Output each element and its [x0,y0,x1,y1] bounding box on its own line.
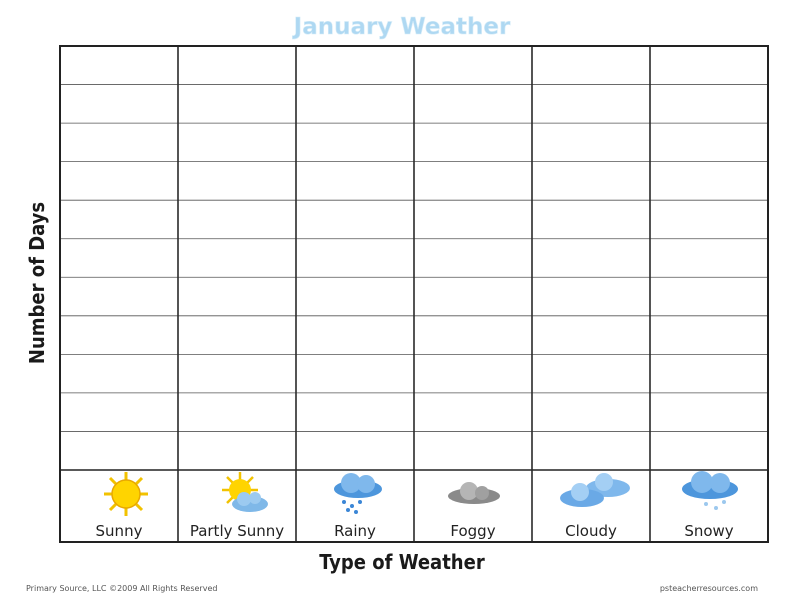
column-label: Rainy [334,522,376,540]
y-axis-label: Number of Days [25,202,49,364]
rainy-icon [334,473,382,514]
grid [59,45,769,543]
partly-sunny-icon [222,472,268,512]
column-label: Snowy [684,522,733,540]
title: January Weather [292,14,511,40]
footer-left: Primary Source, LLC ©2009 All Rights Res… [26,584,217,593]
footer-right: psteacherresources.com [660,584,758,593]
cloudy-icon [560,473,630,507]
frame [59,45,769,543]
snowy-icon [682,471,738,510]
column-label: Foggy [450,522,495,540]
column-label: Sunny [96,522,143,540]
foggy-icon [448,482,500,504]
x-axis-label: Type of Weather [319,550,485,574]
icons [104,471,738,516]
column-label: Cloudy [565,522,617,540]
sun-icon [104,472,148,516]
column-label: Partly Sunny [190,522,284,540]
